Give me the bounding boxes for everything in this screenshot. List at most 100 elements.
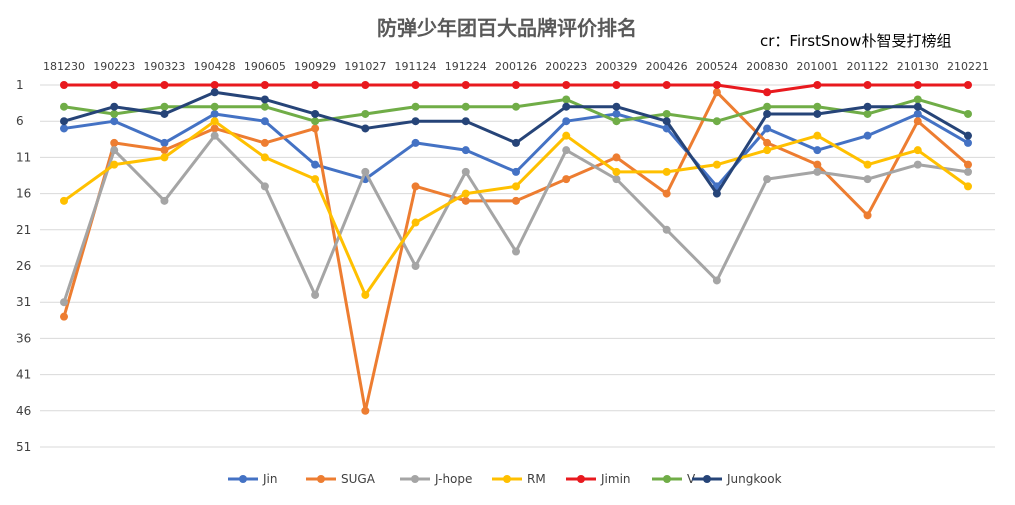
data-point — [763, 138, 772, 147]
data-point — [712, 189, 721, 198]
data-point — [763, 88, 772, 97]
data-point — [461, 81, 470, 89]
data-point — [763, 109, 772, 118]
data-point — [110, 160, 119, 169]
data-point — [160, 81, 169, 89]
data-point — [260, 138, 269, 147]
data-point — [411, 262, 420, 270]
data-point — [863, 160, 872, 169]
data-point — [110, 102, 119, 111]
x-tick-label: 191124 — [395, 60, 437, 73]
x-tick-label: 200126 — [495, 60, 537, 73]
data-point — [863, 131, 872, 140]
data-point — [411, 218, 420, 227]
data-point — [461, 102, 470, 111]
data-point — [411, 102, 420, 111]
legend-label: RM — [527, 472, 546, 486]
data-point — [612, 117, 621, 126]
data-point — [160, 153, 169, 162]
data-point — [863, 102, 872, 111]
data-point — [210, 131, 219, 140]
data-point — [612, 81, 621, 89]
data-point — [562, 131, 571, 140]
data-point — [712, 160, 721, 169]
data-point — [863, 81, 872, 89]
y-tick-label: 36 — [16, 331, 31, 345]
data-point — [813, 167, 822, 176]
y-tick-label: 41 — [16, 368, 31, 382]
data-point — [612, 175, 621, 184]
y-tick-label: 1 — [16, 78, 24, 92]
data-point — [60, 312, 68, 321]
legend-item-j-hope: J-hope — [400, 472, 472, 486]
data-point — [512, 81, 520, 89]
x-tick-label: 200524 — [696, 60, 738, 73]
data-point — [311, 175, 320, 184]
data-point — [361, 167, 370, 176]
data-point — [662, 81, 671, 89]
series-jin — [60, 109, 972, 191]
data-point — [361, 81, 370, 89]
legend-item-rm: RM — [492, 472, 546, 486]
data-point — [311, 81, 320, 89]
data-point — [110, 146, 119, 155]
data-point — [712, 88, 721, 97]
data-point — [411, 182, 420, 191]
data-point — [913, 117, 922, 126]
data-point — [512, 182, 520, 191]
data-point — [60, 298, 68, 307]
y-tick-label: 31 — [16, 295, 31, 309]
data-point — [662, 109, 671, 118]
data-point — [863, 175, 872, 184]
series-v — [60, 95, 972, 126]
data-point — [411, 117, 420, 126]
x-axis-ticks: 181230 190223 190323 190428 190605 190929 1910… — [43, 60, 989, 73]
data-point — [461, 167, 470, 176]
legend-marker — [239, 475, 247, 483]
legend-item-jin: Jin — [228, 472, 277, 486]
data-point — [110, 138, 119, 147]
legend-marker — [663, 475, 671, 483]
series-j-hope — [60, 131, 972, 307]
data-point — [512, 247, 520, 256]
data-point — [461, 117, 470, 126]
x-tick-label: 200830 — [746, 60, 788, 73]
data-point — [813, 102, 822, 111]
data-point — [411, 81, 420, 89]
series-line-j-hope — [62, 134, 970, 304]
data-point — [562, 175, 571, 184]
data-point — [361, 406, 370, 415]
data-point — [964, 167, 972, 176]
x-tick-label: 200223 — [545, 60, 587, 73]
data-point — [562, 117, 571, 126]
data-point — [160, 196, 169, 205]
data-point — [763, 102, 772, 111]
y-tick-label: 26 — [16, 259, 31, 273]
data-point — [763, 124, 772, 133]
data-point — [160, 109, 169, 118]
y-tick-label: 6 — [16, 114, 24, 128]
legend-label: SUGA — [341, 472, 376, 486]
data-point — [813, 146, 822, 155]
legend-item-suga: SUGA — [306, 472, 376, 486]
series-jungkook — [60, 88, 972, 198]
data-point — [210, 88, 219, 97]
data-point — [361, 290, 370, 299]
data-point — [712, 81, 721, 89]
data-point — [763, 146, 772, 155]
data-point — [311, 124, 320, 133]
data-point — [260, 102, 269, 111]
legend-label: Jimin — [600, 472, 631, 486]
data-point — [813, 160, 822, 169]
data-point — [311, 109, 320, 118]
x-tick-label: 200426 — [646, 60, 688, 73]
data-point — [662, 189, 671, 198]
data-point — [913, 146, 922, 155]
data-point — [260, 95, 269, 104]
data-point — [913, 95, 922, 104]
data-point — [712, 117, 721, 126]
series-rm — [60, 117, 972, 299]
data-point — [210, 109, 219, 118]
